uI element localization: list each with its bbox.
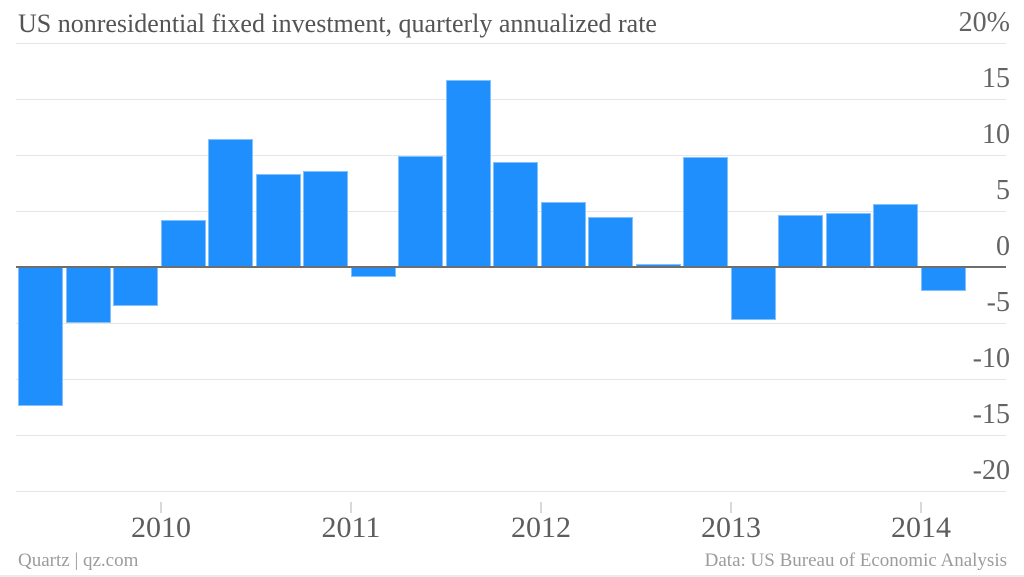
gridline <box>16 43 1006 44</box>
bar <box>826 213 871 267</box>
gridline <box>16 99 1006 100</box>
bar <box>256 174 301 267</box>
y-axis-tick-label: 5 <box>996 174 1010 206</box>
bar <box>161 220 206 267</box>
source-attribution-left: Quartz | qz.com <box>18 550 139 571</box>
x-axis-tick-mark <box>730 502 732 513</box>
gridline <box>16 155 1006 156</box>
y-axis-tick-label: 15 <box>982 62 1010 94</box>
bar <box>398 156 443 267</box>
y-axis-tick-label: -5 <box>986 286 1010 318</box>
bar <box>66 267 111 323</box>
bar <box>208 139 253 267</box>
bar <box>18 267 63 406</box>
x-axis-year-label: 2013 <box>701 511 761 544</box>
bar <box>588 217 633 267</box>
bar <box>683 157 728 267</box>
bar <box>731 267 776 320</box>
x-axis-tick-mark <box>920 502 922 513</box>
y-axis-tick-label: -15 <box>972 398 1010 430</box>
y-axis-tick-label: -20 <box>972 454 1010 486</box>
bar <box>446 80 491 267</box>
x-axis-tick-mark <box>160 502 162 513</box>
bar <box>351 267 396 277</box>
x-axis-year-label: 2012 <box>511 511 571 544</box>
bar <box>303 171 348 267</box>
zero-baseline <box>16 265 1006 268</box>
y-axis-tick-label: 0 <box>996 230 1010 262</box>
y-axis-tick-label: 20% <box>958 6 1010 38</box>
bar <box>921 267 966 291</box>
gridline <box>16 435 1006 436</box>
bar <box>541 202 586 267</box>
gridline <box>16 379 1006 380</box>
x-axis-year-label: 2014 <box>891 511 951 544</box>
x-axis-tick-mark <box>540 502 542 513</box>
chart-title: US nonresidential fixed investment, quar… <box>18 9 657 38</box>
bottom-border <box>0 575 1024 577</box>
x-axis-year-label: 2010 <box>131 511 191 544</box>
gridline <box>16 323 1006 324</box>
bar <box>873 204 918 267</box>
x-axis-year-label: 2011 <box>321 511 381 544</box>
gridline <box>16 491 1006 492</box>
bar <box>113 267 158 306</box>
source-attribution-right: Data: US Bureau of Economic Analysis <box>704 550 1007 571</box>
y-axis-tick-label: 10 <box>982 118 1010 150</box>
x-axis-tick-mark <box>350 502 352 513</box>
bar <box>778 215 823 267</box>
bar <box>493 162 538 267</box>
y-axis-tick-label: -10 <box>972 342 1010 374</box>
